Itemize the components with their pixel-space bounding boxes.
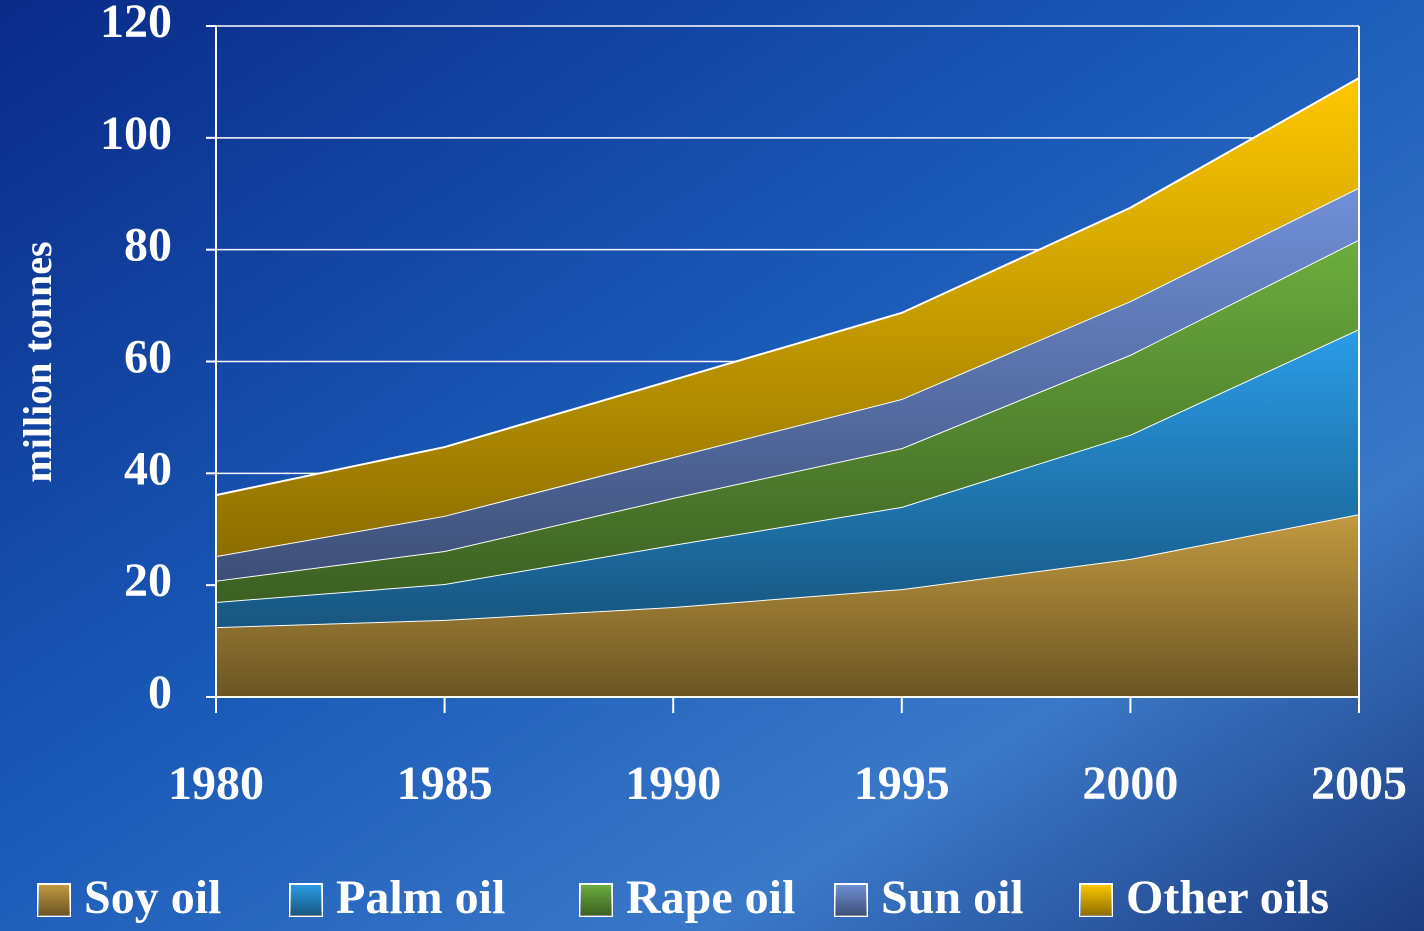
x-tick-label: 2005 [1311,757,1407,810]
legend-label: Soy oil [84,871,221,924]
y-tick-label: 0 [148,666,172,719]
x-tick-label: 1985 [397,757,493,810]
legend-item: Palm oil [289,871,505,924]
area-edge [215,77,1360,497]
legend-swatch-shade [38,884,70,916]
area-shade [216,239,1359,602]
legend-item: Rape oil [579,871,795,924]
legend-swatch-shade [580,884,612,916]
area-shade [216,187,1359,581]
y-tick-label: 80 [124,219,172,272]
x-tick-label: 1990 [625,757,721,810]
legend-swatch-shade [1080,884,1112,916]
legend-item: Soy oil [37,871,221,924]
y-tick-label: 40 [124,442,172,495]
legend-item: Other oils [1079,871,1329,924]
y-tick-label: 120 [100,0,172,48]
area-shade [216,514,1359,697]
y-tick-label: 100 [100,107,172,160]
legend-label: Sun oil [881,871,1024,924]
x-tick-label: 2000 [1082,757,1178,810]
legend-swatch-shade [290,884,322,916]
area-shade [216,78,1359,557]
x-tick-label: 1980 [168,757,264,810]
x-tick-label: 1995 [854,757,950,810]
y-tick-label: 20 [124,554,172,607]
y-tick-label: 60 [124,331,172,384]
legend-label: Palm oil [336,871,505,924]
legend-swatch-shade [835,884,867,916]
legend-label: Other oils [1126,871,1329,924]
legend-label: Rape oil [626,871,795,924]
area-shade [216,329,1359,628]
y-axis-label: million tonnes [15,241,60,482]
legend-item: Sun oil [834,871,1024,924]
